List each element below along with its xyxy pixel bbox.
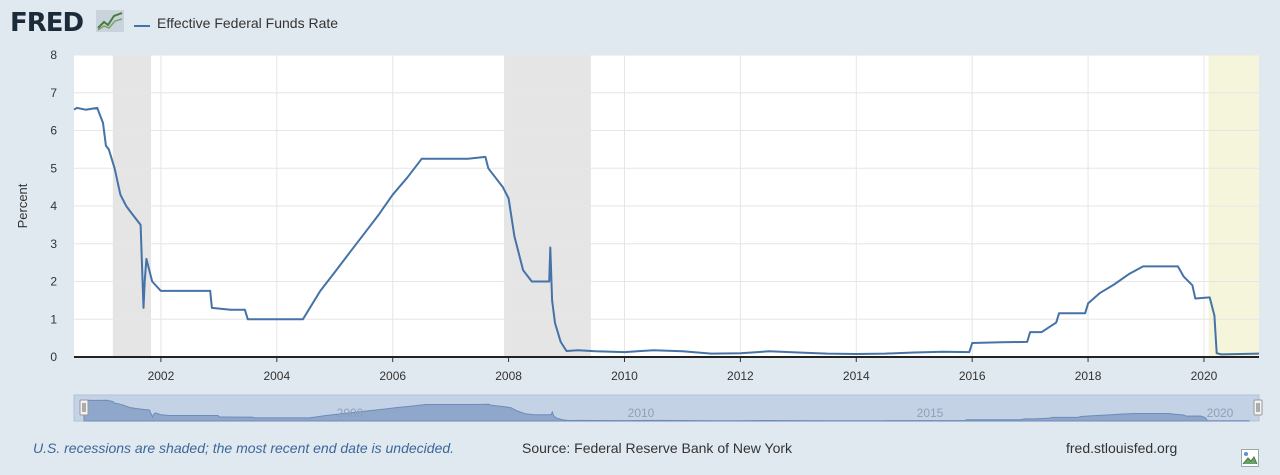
x-tick-label: 2016 xyxy=(959,369,986,383)
fred-logo[interactable]: FRED xyxy=(10,8,84,38)
y-tick-label: 8 xyxy=(50,48,57,62)
y-tick-label: 3 xyxy=(50,237,57,251)
x-tick-label: 2018 xyxy=(1075,369,1102,383)
chart-svg: 0 1 2 3 4 5 6 7 8 2002 2004 2006 2008 2010 2012 2014 201… xyxy=(15,48,1263,422)
x-tick-label: 2008 xyxy=(495,369,522,383)
legend-label: Effective Federal Funds Rate xyxy=(157,15,339,31)
fred-graph-logo-icon xyxy=(96,10,124,37)
navigator-tick-label: 2015 xyxy=(917,406,944,420)
navigator-handle-left[interactable] xyxy=(79,399,89,416)
series-line[interactable] xyxy=(73,106,1260,356)
navigator-handle-right[interactable] xyxy=(1253,399,1263,416)
recession-note: U.S. recessions are shaded; the most rec… xyxy=(33,440,455,456)
navigator-tick-label: 2020 xyxy=(1207,406,1234,420)
x-tick-label: 2014 xyxy=(843,369,870,383)
y-tick-label: 6 xyxy=(50,124,57,138)
source-label: Source: Federal Reserve Bank of New York xyxy=(522,440,793,456)
legend-swatch xyxy=(134,25,150,27)
navigator-track[interactable] xyxy=(73,394,1260,422)
header: FRED Effective Federal Funds Rate xyxy=(10,6,610,38)
y-axis-label: Percent xyxy=(15,183,30,228)
x-tick-label: 2006 xyxy=(379,369,406,383)
y-tick-label: 7 xyxy=(50,86,57,100)
x-tick-label: 2020 xyxy=(1191,369,1218,383)
x-tick-label: 2004 xyxy=(263,369,290,383)
y-tick-label: 2 xyxy=(50,275,57,289)
navigator-series xyxy=(83,399,1250,422)
x-tick-label: 2010 xyxy=(611,369,638,383)
broken-image-icon xyxy=(1241,449,1259,472)
y-tick-label: 0 xyxy=(50,350,57,364)
y-tick-label: 1 xyxy=(50,312,57,326)
y-tick-label: 4 xyxy=(50,199,57,213)
x-tick-label: 2002 xyxy=(148,369,175,383)
navigator-tick-label: 2010 xyxy=(628,406,655,420)
navigator-tick-label: 2000 xyxy=(337,406,364,420)
site-link[interactable]: fred.stlouisfed.org xyxy=(1066,440,1178,456)
x-tick-label: 2012 xyxy=(727,369,754,383)
y-tick-label: 5 xyxy=(50,161,57,175)
